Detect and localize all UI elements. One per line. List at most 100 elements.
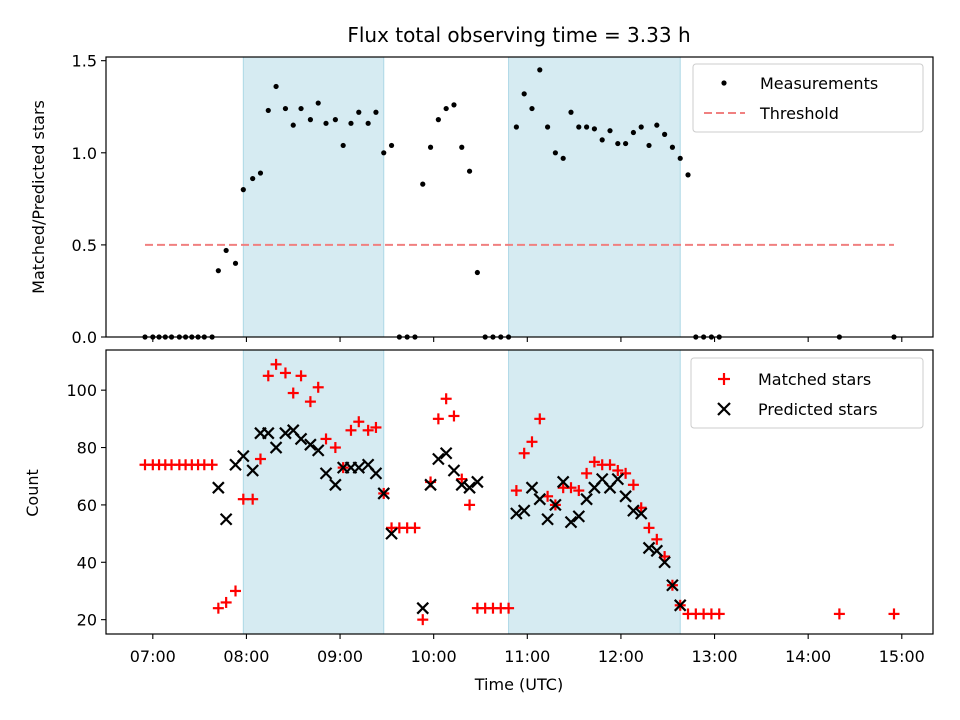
measurement-point <box>529 105 535 112</box>
predicted-star-point <box>424 478 437 492</box>
matched-star-point <box>409 522 421 534</box>
matched-star-point <box>262 370 274 382</box>
top-y-axis-label: Matched/Predicted stars <box>29 100 48 294</box>
predicted-star-point <box>580 492 593 506</box>
predicted-star-point <box>385 527 398 540</box>
top-panel: 0.0 0.5 1.0 1.5 Matched/Predicted stars Mea… <box>29 52 934 347</box>
measurement-point <box>223 247 229 254</box>
measurement-point <box>420 181 426 187</box>
matched-star-point <box>279 367 291 379</box>
bottom-shaded-interval-2 <box>508 349 681 635</box>
measurement-point <box>356 109 362 115</box>
measurement-point <box>388 142 395 149</box>
predicted-star-point <box>463 481 476 494</box>
matched-star-point <box>833 608 845 620</box>
matched-star-point <box>432 413 444 425</box>
matched-star-point <box>212 602 224 614</box>
matched-star-point <box>370 421 382 433</box>
matched-star-point <box>206 459 218 471</box>
x-tick-label: 15:00 <box>879 647 925 666</box>
bottom-y-tick-label: 40 <box>77 553 97 572</box>
matched-star-point <box>345 424 357 436</box>
predicted-star-point <box>471 475 484 489</box>
measurement-point <box>630 129 637 136</box>
measurement-point <box>365 120 371 126</box>
x-tick-label: 11:00 <box>504 647 550 666</box>
predicted-star-point <box>319 467 333 480</box>
measurement-point <box>607 128 613 134</box>
bottom-y-axis-label: Count <box>23 469 42 517</box>
predicted-star-point <box>650 544 664 558</box>
measurement-point <box>552 150 558 156</box>
x-tick-label: 09:00 <box>317 647 363 666</box>
matched-star-point <box>230 585 242 597</box>
measurement-point <box>340 142 346 149</box>
predicted-star-point <box>269 441 283 454</box>
matched-star-point <box>304 396 316 408</box>
matched-star-point <box>659 551 671 563</box>
measurement-point <box>232 260 239 266</box>
predicted-star-point <box>673 599 687 612</box>
measurement-point <box>669 144 676 150</box>
measurement-point <box>646 142 652 149</box>
top-y-tick-label: 1.5 <box>72 52 97 71</box>
measurement-point <box>298 105 304 112</box>
top-shaded-interval-2 <box>508 56 681 338</box>
matched-star-point <box>312 381 324 393</box>
matched-star-point <box>518 447 530 459</box>
predicted-star-point <box>262 426 275 440</box>
measurement-point <box>323 120 329 126</box>
measurement-point <box>250 175 256 182</box>
matched-star-point <box>247 493 259 505</box>
measurement-point <box>381 150 387 156</box>
predicted-star-point <box>416 601 430 615</box>
predicted-star-point <box>219 512 233 526</box>
matched-star-point <box>643 522 655 534</box>
bottom-y-tick-label: 80 <box>77 439 97 458</box>
matched-star-point <box>237 493 249 505</box>
measurement-point <box>315 100 321 106</box>
bottom-plot-frame <box>105 349 934 635</box>
measurement-point <box>685 172 691 178</box>
measurement-point <box>435 117 441 123</box>
predicted-star-point <box>634 507 648 520</box>
bottom-legend-box <box>690 357 924 429</box>
measurement-point <box>677 155 683 161</box>
matched-star-point <box>220 596 232 608</box>
measurement-point <box>560 155 566 161</box>
matched-star-point <box>581 467 593 479</box>
predicted-star-point <box>549 498 562 512</box>
measurement-point <box>443 105 449 112</box>
top-y-tick-label: 0.5 <box>72 236 97 255</box>
matched-star-point <box>440 393 452 405</box>
predicted-star-point <box>212 481 225 494</box>
matched-star-point <box>417 614 429 626</box>
predicted-star-point <box>246 464 259 477</box>
predicted-star-point <box>377 487 391 500</box>
matched-star-point <box>651 533 663 545</box>
legend-predicted-marker <box>717 402 731 416</box>
predicted-star-point <box>556 475 570 489</box>
legend-threshold-label: Threshold <box>759 104 839 123</box>
measurement-point <box>307 117 314 123</box>
matched-star-point <box>604 459 616 471</box>
matched-star-point <box>612 464 624 476</box>
measurement-point <box>273 83 279 90</box>
matched-star-point <box>534 413 546 425</box>
legend-predicted-label: Predicted stars <box>758 400 878 419</box>
predicted-star-point <box>533 492 547 506</box>
predicted-star-point <box>525 481 539 494</box>
predicted-star-point <box>572 510 586 523</box>
predicted-star-point <box>541 512 554 526</box>
measurement-point <box>474 269 480 276</box>
legend-measurements-marker <box>721 80 727 86</box>
predicted-star-point <box>455 478 469 492</box>
measurement-point <box>654 122 660 128</box>
predicted-star-point <box>304 438 317 451</box>
measurement-point <box>427 144 434 150</box>
predicted-star-point <box>311 444 325 457</box>
matched-star-point <box>353 416 365 428</box>
matched-star-point <box>588 456 600 468</box>
matched-star-point <box>627 479 639 491</box>
